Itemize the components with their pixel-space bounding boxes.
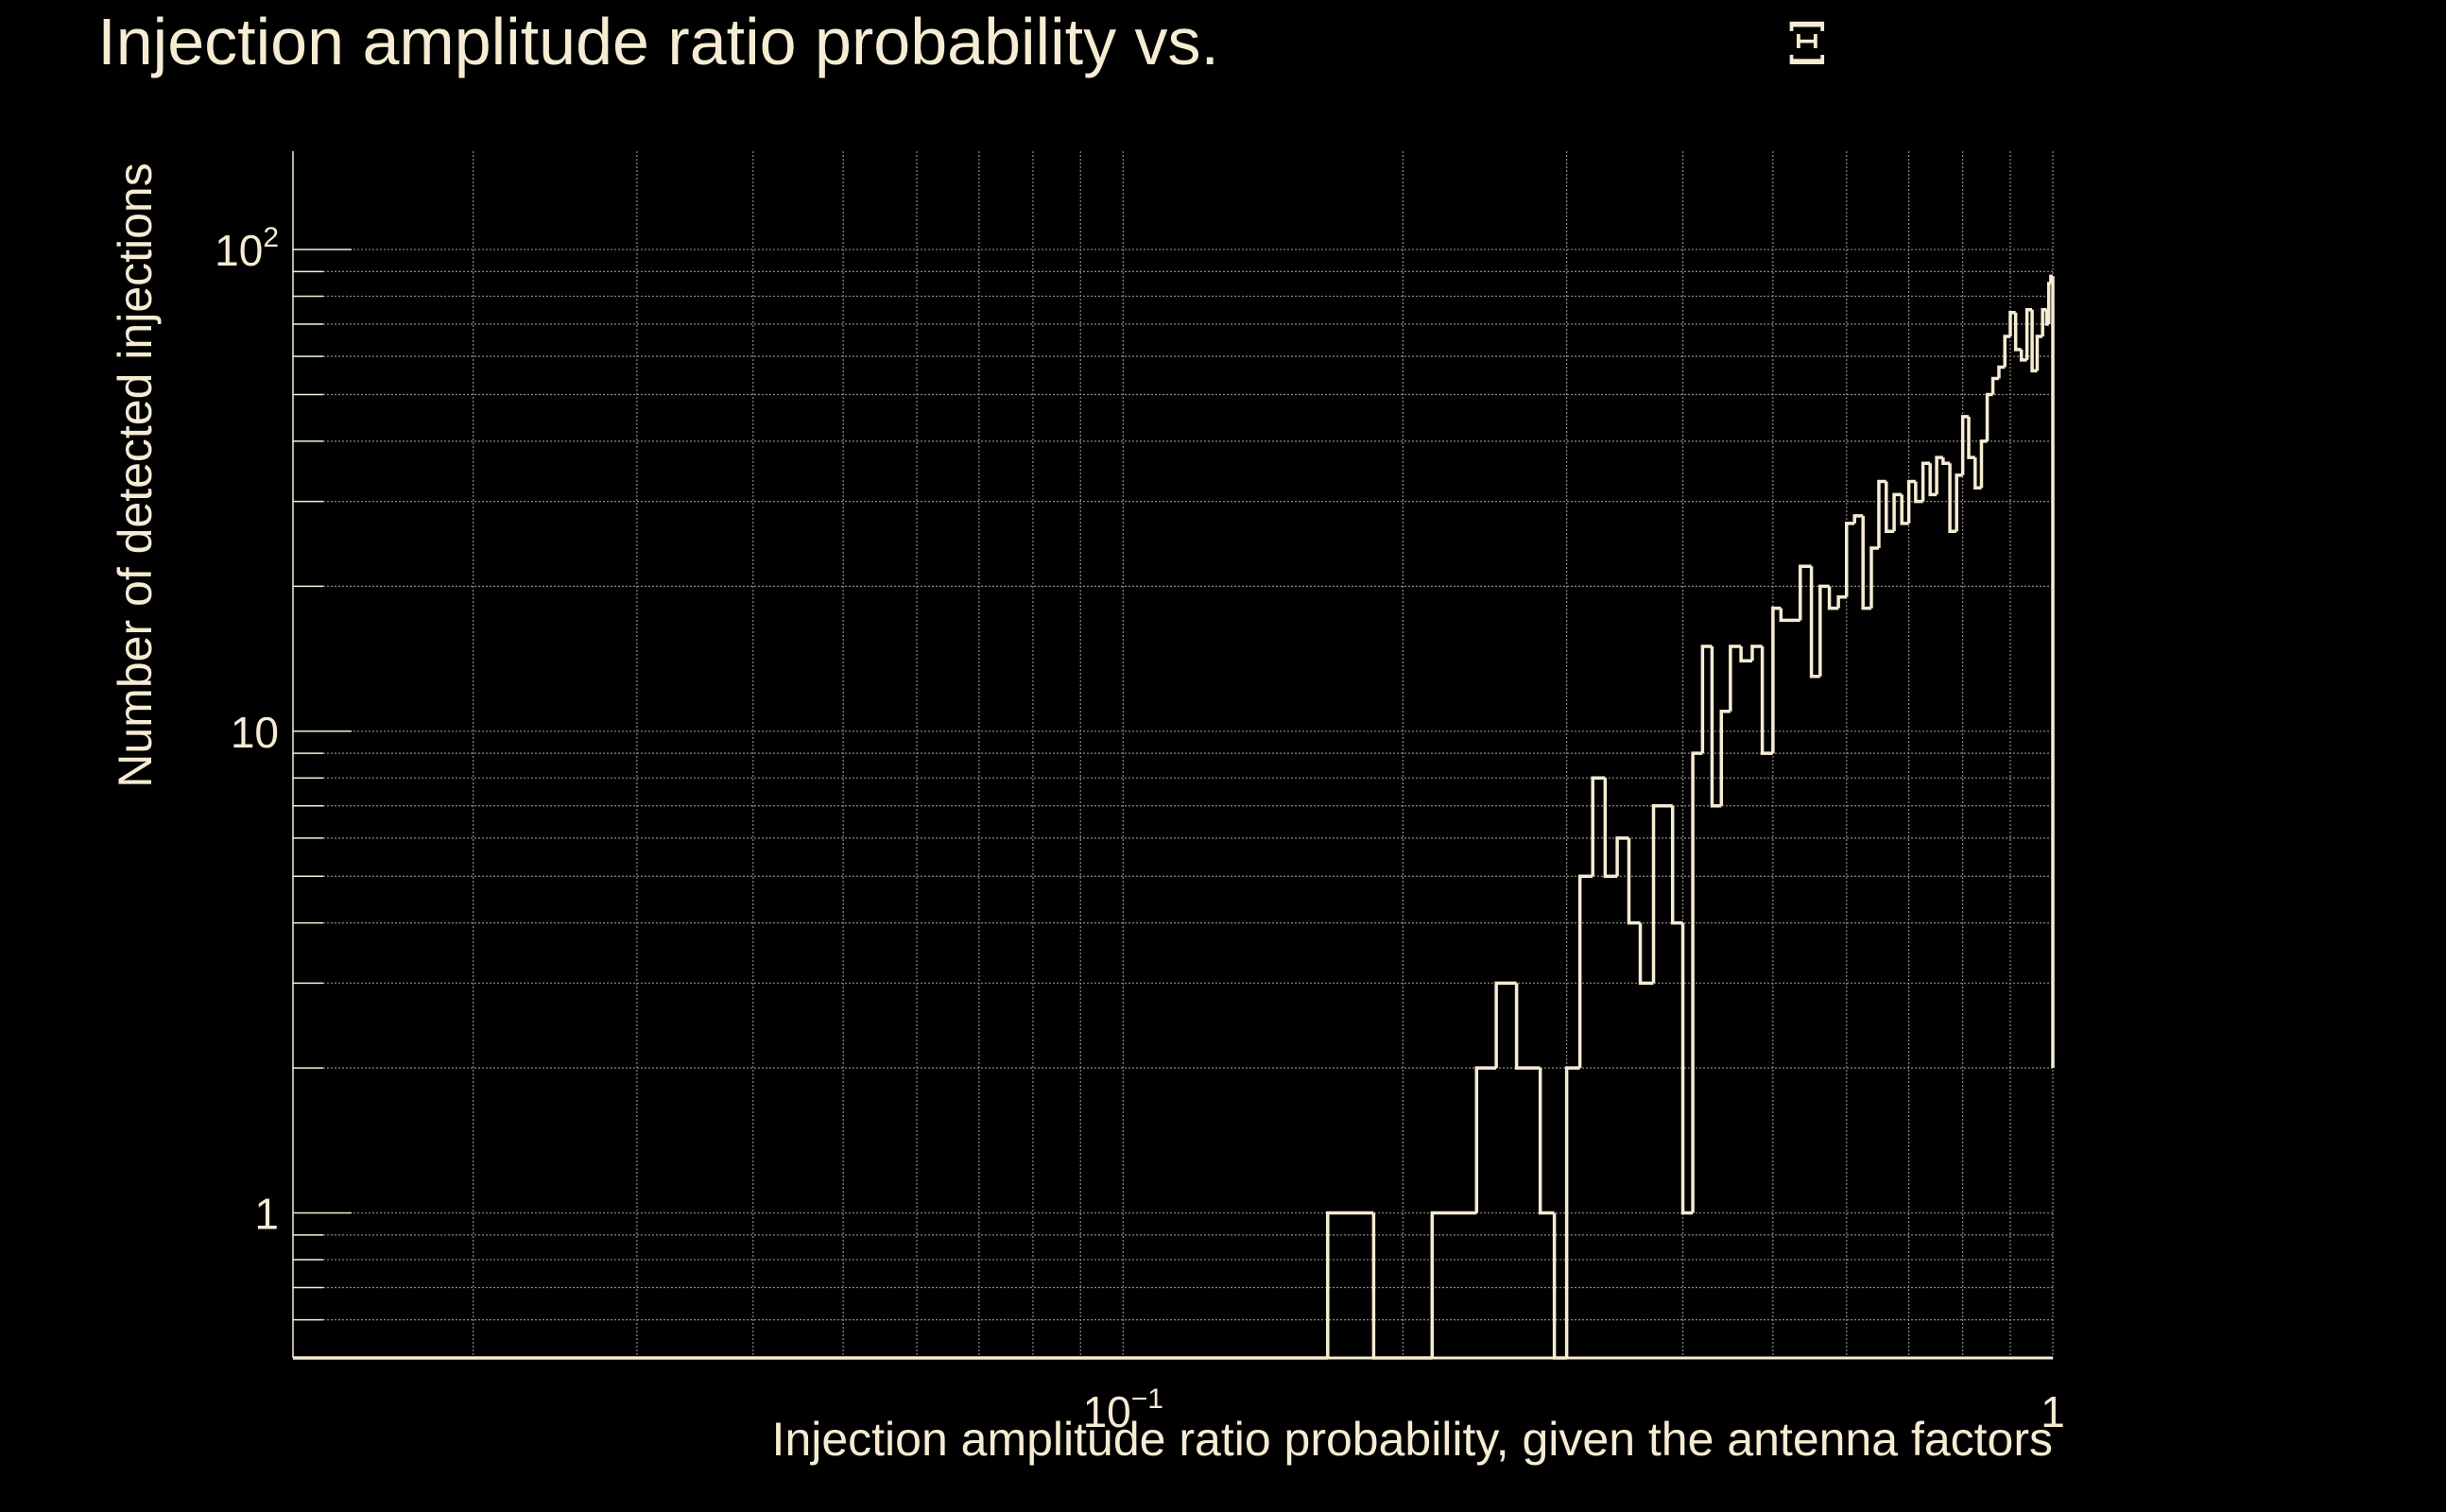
chart-title-symbol: Ξ: [1786, 9, 1828, 78]
x-tick-label: 10−1: [1083, 1383, 1163, 1436]
histogram-bin: [2030, 309, 2038, 373]
histogram-bin: [1538, 1068, 1555, 1215]
histogram-bin: [1627, 837, 1641, 925]
histogram-series: [293, 274, 2055, 1360]
histogram-bin: [1990, 376, 1999, 395]
histogram-bin: [1760, 646, 1773, 755]
histogram-bin: [1371, 1212, 1433, 1360]
histogram-bin: [1638, 922, 1654, 986]
y-axis-label: Number of detected injections: [109, 163, 162, 787]
histogram-bin: [1985, 392, 1993, 441]
histogram-bin: [1818, 584, 1830, 677]
histogram-bin: [1921, 461, 1931, 502]
histogram-bin: [1799, 564, 1812, 621]
axis-ticks: 1 10 102 10−1 1: [215, 151, 2065, 1436]
histogram-bin: [1710, 646, 1722, 808]
histogram-bin: [1928, 463, 1938, 497]
histogram-bin: [1729, 644, 1742, 712]
y-tick-label: 10: [231, 708, 279, 757]
histogram-bin: [1430, 1211, 1477, 1358]
histogram-bin: [1651, 804, 1673, 984]
histogram-bin: [1948, 463, 1957, 534]
histogram-bin: [1869, 546, 1879, 609]
histogram-bin: [1326, 1211, 1374, 1358]
histogram-bin: [1979, 439, 1988, 489]
histogram-bin: [1960, 415, 1970, 475]
histogram-bin: [2008, 310, 2016, 337]
histogram-bin: [2019, 349, 2027, 362]
histogram-bin: [1892, 492, 1903, 532]
histogram-bin: [1771, 606, 1782, 754]
histogram-bin: [1935, 455, 1943, 495]
histogram-bin: [1670, 805, 1683, 925]
histogram-bin: [1494, 981, 1517, 1069]
histogram-bin: [1955, 473, 1963, 532]
histogram-bin: [2049, 274, 2053, 284]
histogram-bin: [1827, 586, 1839, 610]
y-tick-label: 1: [254, 1190, 279, 1239]
histogram-bin: [1877, 479, 1886, 548]
histogram-bin: [1564, 1066, 1580, 1358]
histogram-bin: [1591, 776, 1606, 877]
histogram-bin: [1900, 494, 1909, 525]
histogram-bin: [2024, 307, 2033, 360]
histogram-bin: [2013, 312, 2022, 352]
histogram-bin: [1719, 709, 1731, 806]
histogram-bin: [1967, 416, 1975, 459]
histogram-bin: [1691, 751, 1703, 1213]
labels: Injection amplitude ratio probability vs…: [97, 5, 2053, 1466]
histogram-bin: [1997, 365, 2006, 379]
histogram-bin: [1474, 1066, 1497, 1213]
histogram-bin: [1680, 922, 1694, 1215]
histogram-bin: [1700, 644, 1713, 754]
histogram-bin: [1852, 514, 1864, 524]
histogram-bin: [2035, 335, 2043, 371]
histogram-bin: [1615, 836, 1629, 877]
grid: [293, 151, 2054, 1358]
histogram-bin: [2003, 335, 2010, 368]
histogram-bin: [1577, 874, 1593, 1069]
histogram-bin: [1845, 522, 1855, 597]
histogram-bin: [1973, 457, 1982, 490]
histogram-bin: [1739, 646, 1752, 663]
chart-title: Injection amplitude ratio probability vs…: [97, 5, 1219, 78]
histogram-bin: [1809, 566, 1820, 679]
histogram-bin: [1514, 983, 1541, 1070]
histogram-bin: [1836, 594, 1847, 609]
histogram-bin: [1552, 1212, 1567, 1360]
y-tick-label: 102: [215, 222, 279, 275]
x-axis-label: Injection amplitude ratio probability, g…: [772, 1413, 2053, 1466]
histogram-bin: [2046, 282, 2051, 325]
x-tick-label: 1: [2041, 1387, 2065, 1436]
histogram-bin: [1941, 457, 1951, 465]
histogram-bin: [1906, 479, 1916, 524]
histogram-bin: [1750, 644, 1763, 662]
histogram-bin: [1914, 481, 1923, 504]
histogram-bin: [1603, 778, 1618, 878]
histogram-bin: [1779, 608, 1800, 623]
histogram-bin: [1885, 481, 1895, 534]
histogram-bin: [1861, 515, 1871, 610]
